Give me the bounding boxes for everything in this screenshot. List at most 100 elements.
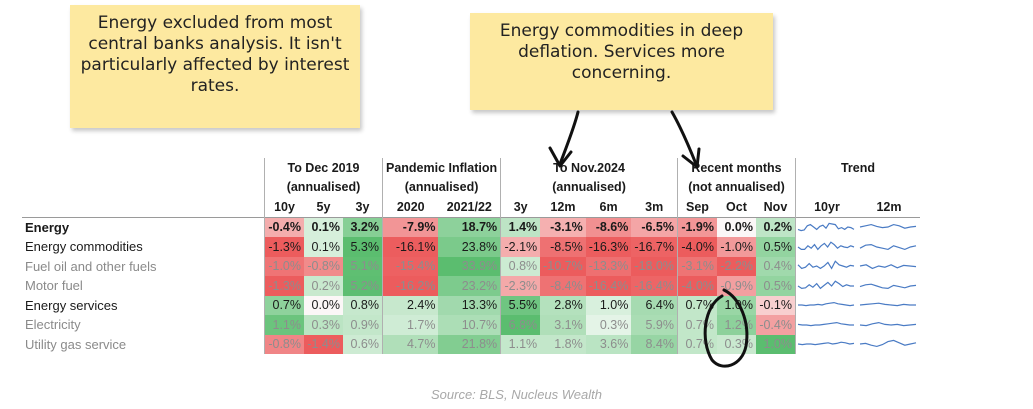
value-cell: 1.0%	[585, 295, 632, 315]
arrow-right-shaft	[670, 110, 698, 166]
sparkline-path	[859, 243, 917, 250]
value-cell: 3.1%	[540, 315, 586, 335]
sparkline-path	[859, 302, 916, 307]
value-cell: -0.8%	[264, 334, 304, 354]
value-cell: -16.7%	[631, 237, 678, 257]
value-cell: 2.8%	[540, 295, 586, 315]
value-cell: 5.5%	[500, 295, 541, 315]
table-row: Motor fuel -1.3% 0.2% 5.2% -16.2% 23.2% -2.3% -…	[22, 276, 920, 296]
sparkline-path	[797, 260, 855, 270]
value-cell: 21.8%	[438, 334, 501, 354]
trend-10yr-cell	[794, 315, 858, 335]
trend-12m-cell	[858, 296, 920, 316]
value-cell: 3.6%	[585, 334, 632, 354]
group-subtitle	[794, 177, 920, 197]
value-cell: -8.6%	[585, 217, 632, 237]
value-cell: 0.8%	[500, 256, 541, 276]
table-row: Energy -0.4% 0.1% 3.2% -7.9% 18.7% 1.4% -3.1% -8…	[22, 217, 920, 237]
column-header: Sep	[676, 197, 717, 217]
sparkline-path	[797, 241, 855, 251]
value-cell: -6.5%	[631, 217, 678, 237]
value-cell: -3.1%	[676, 256, 717, 276]
trend-12m-cell	[858, 315, 920, 335]
group-subtitle: (annualised)	[500, 177, 678, 197]
value-cell: -0.1%	[755, 295, 796, 315]
value-cell: 23.8%	[438, 237, 501, 257]
value-cell: -4.0%	[676, 276, 717, 296]
sticky-note-right: Energy commodities in deep deflation. Se…	[470, 13, 773, 110]
value-cell: 0.3%	[304, 315, 343, 335]
group-title: Trend	[794, 158, 920, 178]
value-cell: -10.7%	[540, 256, 586, 276]
value-cell: 0.1%	[304, 217, 343, 237]
group-subtitle: (annualised)	[264, 177, 383, 197]
trend-12m-sparkline	[859, 340, 917, 348]
column-header: Oct	[726, 199, 747, 214]
column-header: Nov	[763, 199, 788, 214]
column-header: 2020	[382, 197, 439, 217]
row-label: Energy commodities	[25, 239, 143, 255]
value-cell: 0.5%	[755, 276, 796, 296]
column-header: 12m	[550, 199, 576, 214]
value-cell: -1.3%	[264, 237, 304, 257]
value-cell: -16.2%	[382, 276, 439, 296]
value-cell: 1.1%	[264, 315, 304, 335]
value-cell: 0.8%	[343, 295, 383, 315]
table-row: Fuel oil and other fuels -1.0% -0.8% 5.1% -1…	[22, 256, 920, 277]
trend-12m-cell	[858, 217, 920, 237]
value-cell: -16.3%	[585, 237, 632, 257]
column-header: 3y	[500, 197, 541, 217]
value-cell: 0.2%	[755, 217, 796, 237]
value-cell: 4.7%	[382, 334, 439, 354]
sparkline-path	[797, 280, 854, 290]
trend-12m-sparkline	[859, 283, 917, 289]
row-label: Electricity	[25, 317, 81, 333]
trend-12m-sparkline	[859, 224, 917, 230]
table-row: Energy services 0.7% 0.0% 0.8% 2.4% 13.3% 5.5%…	[22, 295, 920, 316]
sparkline-path	[859, 340, 917, 348]
value-cell: -15.4%	[382, 256, 439, 276]
group-subtitle: (annualised)	[381, 177, 501, 197]
trend-10yr-sparkline	[797, 321, 854, 326]
value-cell: 8.4%	[631, 334, 678, 354]
sparkline-path	[859, 321, 917, 326]
value-cell: 0.5%	[755, 237, 796, 257]
value-cell: 0.7%	[264, 295, 304, 315]
trend-12m-sparkline	[859, 264, 917, 270]
trend-12m-cell	[858, 276, 920, 296]
value-cell: -8.5%	[540, 237, 586, 257]
value-cell: 2.4%	[382, 295, 439, 315]
value-cell: -18.0%	[631, 256, 678, 276]
trend-10yr-sparkline	[797, 302, 855, 307]
value-cell: -7.9%	[382, 217, 439, 237]
arrow-left-head	[548, 146, 573, 168]
circle-3m-services	[703, 288, 749, 368]
value-cell: -16.1%	[382, 237, 439, 257]
value-cell: -0.4%	[755, 315, 796, 335]
group-title: Recent months	[676, 158, 796, 178]
value-cell: 1.0%	[755, 334, 796, 354]
group-title: Pandemic Inflation	[381, 158, 501, 178]
value-cell: 0.9%	[343, 315, 383, 335]
value-cell: 1.7%	[382, 315, 439, 335]
value-cell: 0.3%	[585, 315, 632, 335]
source-note: Source: BLS, Nucleus Wealth	[430, 387, 602, 402]
value-cell: -1.3%	[264, 276, 304, 296]
value-cell: -16.4%	[585, 276, 632, 296]
trend-10yr-cell	[794, 256, 858, 276]
value-cell: -4.0%	[676, 237, 717, 257]
value-cell: -1.0%	[716, 237, 756, 257]
value-cell: 23.2%	[438, 276, 501, 296]
value-cell: 0.0%	[304, 295, 343, 315]
value-cell: -1.9%	[676, 217, 717, 237]
trend-10yr-sparkline	[797, 222, 855, 232]
column-header: 12m	[876, 199, 902, 214]
value-cell: -2.3%	[500, 276, 541, 296]
sparkline-path	[859, 224, 917, 230]
trend-12m-cell	[858, 257, 920, 277]
group-subtitle: (not annualised)	[676, 177, 796, 197]
value-cell: 3.2%	[343, 217, 383, 237]
trend-12m-cell	[858, 335, 920, 355]
value-cell: -2.1%	[500, 237, 541, 257]
